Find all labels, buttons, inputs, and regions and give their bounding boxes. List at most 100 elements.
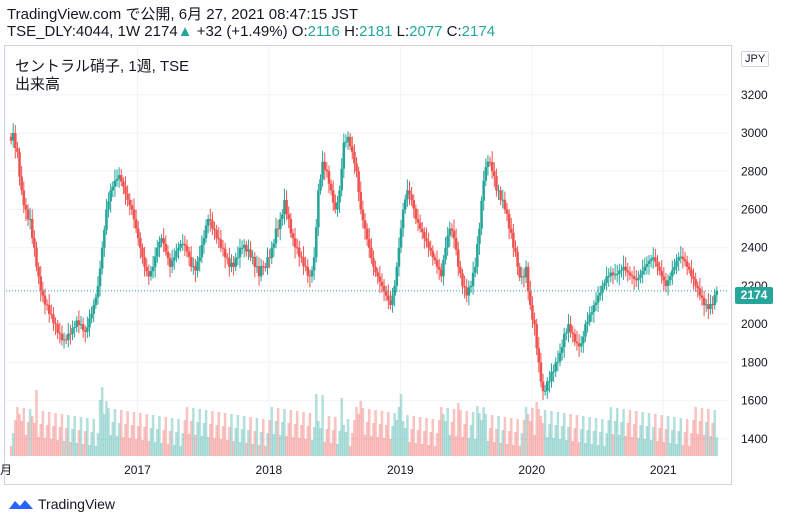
volume-bar [613, 421, 617, 456]
volume-bar [529, 421, 532, 456]
candle [679, 256, 683, 258]
candle [476, 243, 479, 267]
candle [200, 244, 204, 258]
volume-bar [128, 438, 132, 456]
candle [177, 247, 180, 251]
x-tick-label: 2020 [518, 463, 545, 477]
candle [624, 266, 627, 271]
candle [323, 161, 327, 170]
candle [707, 304, 710, 309]
candle [442, 259, 445, 277]
candle [425, 238, 428, 242]
candle [399, 228, 403, 248]
candle [571, 332, 574, 334]
candle [310, 270, 314, 277]
candle [560, 347, 564, 353]
volume-bar [287, 423, 290, 456]
volume-bar [308, 413, 312, 456]
candle [501, 199, 505, 201]
footer[interactable]: TradingView [8, 494, 115, 514]
volume-bar [73, 416, 76, 456]
volume-bar [594, 418, 598, 456]
candle [336, 202, 339, 210]
candle [196, 261, 199, 271]
candle [524, 266, 528, 278]
volume-bar [94, 446, 98, 456]
volume-bar [382, 438, 386, 456]
candle [164, 243, 168, 252]
currency-label[interactable]: JPY [741, 51, 770, 67]
candle [202, 238, 206, 245]
volume-bar [569, 414, 572, 456]
candle [50, 313, 53, 315]
volume-bar [83, 431, 87, 456]
volume-bar [304, 439, 307, 456]
candle [363, 220, 367, 229]
candle [348, 136, 352, 147]
candle [47, 305, 51, 314]
volume-bar [187, 434, 191, 456]
chart-pane[interactable] [4, 45, 732, 485]
volume-bar [14, 420, 17, 456]
candle [503, 199, 507, 210]
volume-bar [357, 414, 360, 456]
candle [556, 361, 560, 363]
candle [257, 266, 261, 277]
volume-bar [420, 444, 424, 456]
volume-bar [264, 446, 267, 456]
candle [598, 292, 602, 296]
candle [543, 390, 547, 392]
volume-bar [107, 408, 110, 456]
volume-bar [283, 409, 286, 456]
volume-bar [615, 408, 619, 456]
volume-bar [338, 431, 341, 456]
volume-bar [484, 414, 488, 456]
volume-bar [707, 409, 710, 456]
volume-bar [694, 407, 697, 456]
candle [554, 362, 558, 372]
candle [168, 257, 172, 267]
candle [431, 250, 435, 258]
y-tick-label: 3200 [741, 88, 768, 102]
volume-bar [647, 413, 651, 456]
candle [215, 229, 218, 239]
candle [134, 219, 138, 229]
volume-bar [50, 439, 53, 456]
volume-bar [242, 416, 246, 456]
candle [380, 281, 384, 286]
candle [643, 266, 647, 271]
candle [56, 324, 59, 333]
volume-bar [584, 443, 587, 456]
volume-bar [482, 407, 485, 456]
volume-bar [98, 400, 102, 456]
candle [656, 261, 659, 267]
candle [416, 219, 420, 223]
candle [240, 247, 244, 249]
candle [444, 247, 447, 260]
candle [387, 295, 390, 301]
volume-bar [577, 442, 581, 456]
candle [450, 228, 454, 231]
volume-bar [56, 440, 59, 456]
candle [192, 266, 195, 268]
volume-bar [609, 407, 613, 456]
candle [259, 266, 263, 277]
candle [374, 266, 377, 273]
candle [41, 290, 45, 296]
candle [448, 228, 452, 236]
candle [671, 270, 674, 277]
candle [590, 312, 594, 315]
candle [293, 238, 297, 248]
volume-bar [270, 407, 274, 456]
candle [592, 305, 596, 313]
volume-bar [575, 415, 579, 456]
close-value: 2174 [461, 23, 496, 40]
volume-bar [535, 402, 538, 456]
candle [514, 247, 517, 252]
volume-bar [399, 394, 403, 456]
volume-bar [209, 424, 212, 456]
candle [83, 330, 87, 332]
price-chart[interactable]: 1400160018002000220024002600280030003200… [0, 0, 786, 490]
candle [700, 295, 704, 298]
candle [529, 291, 532, 306]
